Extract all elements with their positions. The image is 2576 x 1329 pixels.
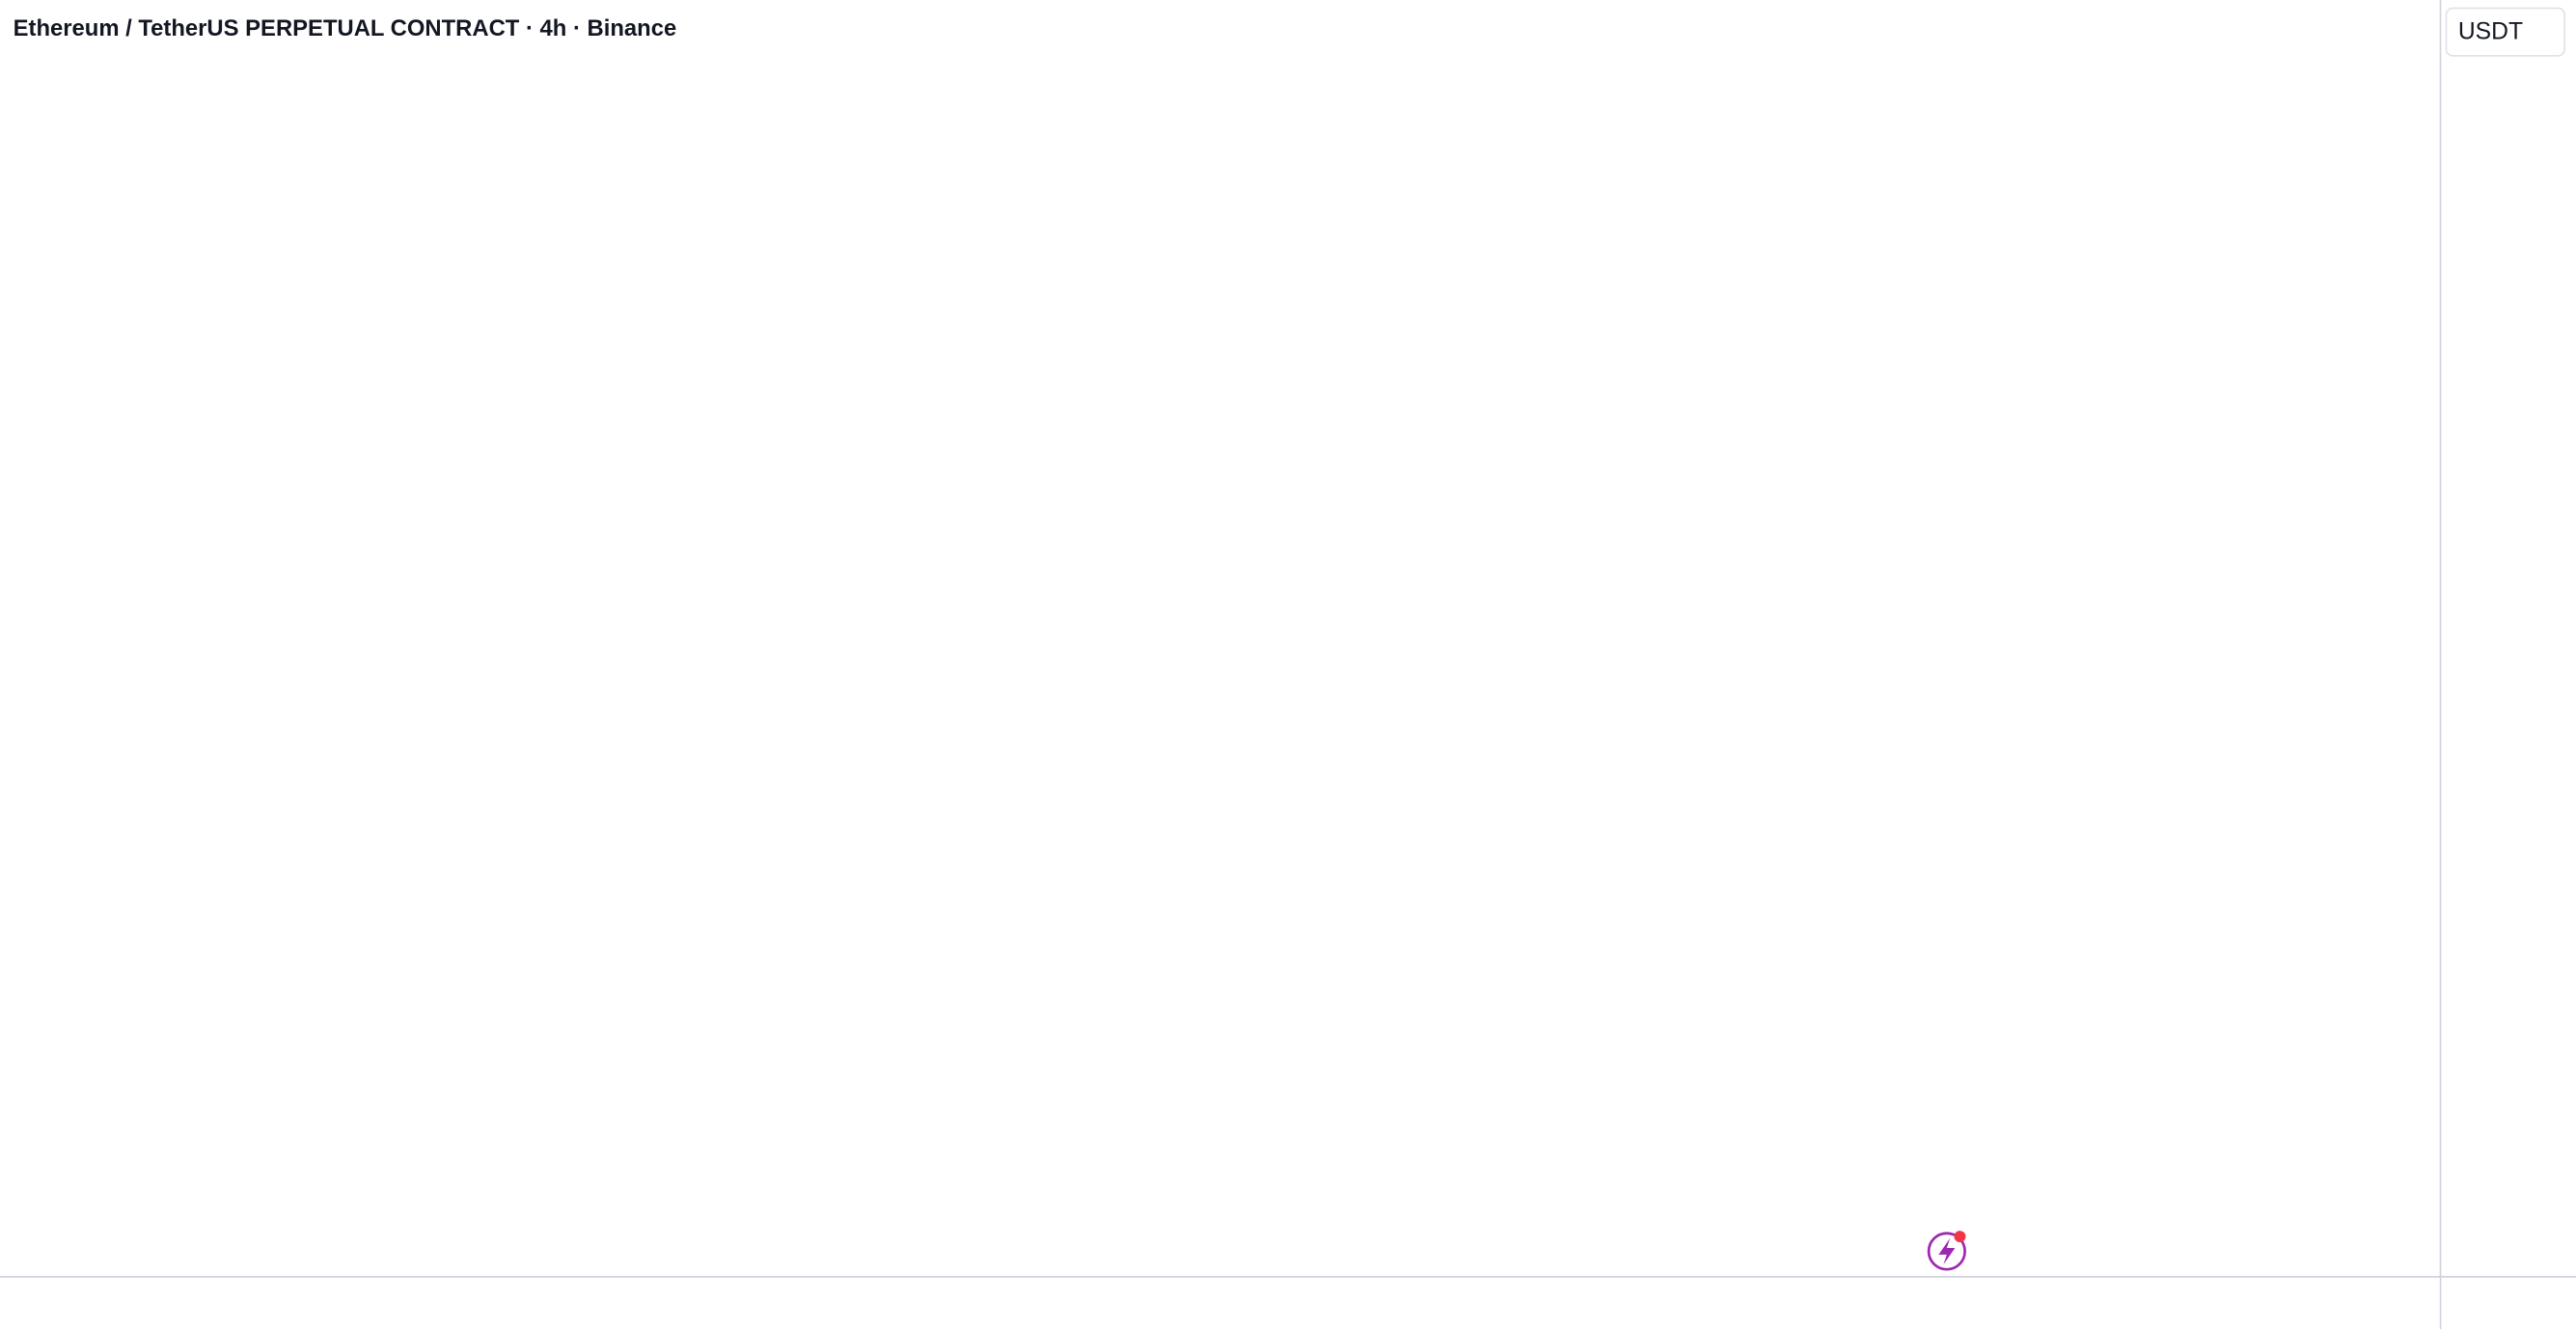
time-axis-bg [0, 1276, 2440, 1329]
price-axis-bg [2439, 0, 2576, 1329]
chart-title: Ethereum / TetherUS PERPETUAL CONTRACT ·… [14, 15, 677, 41]
lightning-icon[interactable] [1927, 1231, 1966, 1271]
currency-button[interactable] [2445, 7, 2565, 57]
currency: USDT [2458, 19, 2523, 45]
